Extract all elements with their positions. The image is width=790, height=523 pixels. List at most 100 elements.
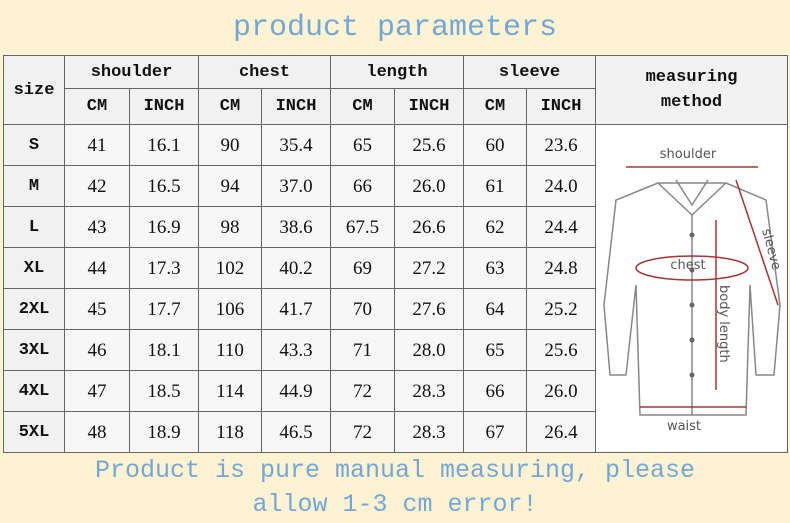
label-chest: chest	[670, 258, 705, 273]
value-cell: 27.6	[394, 288, 464, 330]
value-cell: 41	[64, 124, 130, 166]
value-cell: 16.5	[129, 165, 199, 207]
size-cell: 3XL	[3, 329, 65, 371]
value-cell: 16.1	[129, 124, 199, 166]
header-unit: CM	[198, 88, 262, 125]
header-method-line: measuring	[645, 68, 738, 87]
value-cell: 43	[64, 206, 130, 248]
header-unit: INCH	[129, 88, 199, 125]
footer-line: Product is pure manual measuring, please	[94, 456, 696, 485]
value-cell: 64	[463, 288, 527, 330]
value-cell: 26.6	[394, 206, 464, 248]
header-unit: INCH	[261, 88, 331, 125]
value-cell: 24.4	[526, 206, 596, 248]
title: product parameters	[232, 10, 558, 45]
shirt	[603, 179, 781, 416]
value-cell: 90	[198, 124, 262, 166]
value-cell: 94	[198, 165, 262, 207]
value-cell: 43.3	[261, 329, 331, 371]
value-cell: 102	[198, 247, 262, 289]
measure-lines	[626, 166, 779, 408]
value-cell: 66	[330, 165, 395, 207]
value-cell: 44.9	[261, 370, 331, 412]
value-cell: 18.1	[129, 329, 199, 371]
value-cell: 61	[463, 165, 527, 207]
header-method: measuring method	[595, 55, 788, 125]
size-cell: L	[3, 206, 65, 248]
value-cell: 118	[198, 411, 262, 453]
value-cell: 28.3	[394, 411, 464, 453]
value-cell: 16.9	[129, 206, 199, 248]
value-cell: 47	[64, 370, 130, 412]
header-group: length	[330, 55, 464, 89]
value-cell: 40.2	[261, 247, 331, 289]
value-cell: 110	[198, 329, 262, 371]
header-method-line: method	[660, 93, 723, 112]
value-cell: 72	[330, 411, 395, 453]
value-cell: 114	[198, 370, 262, 412]
value-cell: 65	[463, 329, 527, 371]
value-cell: 69	[330, 247, 395, 289]
size-cell: 2XL	[3, 288, 65, 330]
buttons	[689, 232, 695, 378]
header-unit: CM	[330, 88, 395, 125]
value-cell: 26.0	[526, 370, 596, 412]
size-cell: S	[3, 124, 65, 166]
value-cell: 23.6	[526, 124, 596, 166]
size-cell: 4XL	[3, 370, 65, 412]
value-cell: 72	[330, 370, 395, 412]
value-cell: 44	[64, 247, 130, 289]
value-cell: 48	[64, 411, 130, 453]
value-cell: 67	[463, 411, 527, 453]
header-group: sleeve	[463, 55, 596, 89]
value-cell: 98	[198, 206, 262, 248]
value-cell: 17.7	[129, 288, 199, 330]
value-cell: 24.8	[526, 247, 596, 289]
value-cell: 66	[463, 370, 527, 412]
value-cell: 26.4	[526, 411, 596, 453]
value-cell: 46	[64, 329, 130, 371]
size-cell: 5XL	[3, 411, 65, 453]
value-cell: 106	[198, 288, 262, 330]
value-cell: 25.2	[526, 288, 596, 330]
value-cell: 37.0	[261, 165, 331, 207]
value-cell: 45	[64, 288, 130, 330]
size-cell: XL	[3, 247, 65, 289]
value-cell: 60	[463, 124, 527, 166]
value-cell: 46.5	[261, 411, 331, 453]
value-cell: 63	[463, 247, 527, 289]
value-cell: 41.7	[261, 288, 331, 330]
value-cell: 27.2	[394, 247, 464, 289]
value-cell: 38.6	[261, 206, 331, 248]
header-unit: INCH	[394, 88, 464, 125]
header-unit: CM	[463, 88, 527, 125]
value-cell: 28.0	[394, 329, 464, 371]
footer-line: allow 1-3 cm error!	[252, 490, 538, 519]
label-body-length: body length	[716, 285, 731, 363]
header-size: size	[3, 55, 65, 125]
value-cell: 18.9	[129, 411, 199, 453]
header-group: chest	[198, 55, 331, 89]
value-cell: 65	[330, 124, 395, 166]
size-cell: M	[3, 165, 65, 207]
value-cell: 67.5	[330, 206, 395, 248]
header-unit: CM	[64, 88, 130, 125]
value-cell: 18.5	[129, 370, 199, 412]
value-cell: 24.0	[526, 165, 596, 207]
value-cell: 35.4	[261, 124, 331, 166]
label-shoulder: shoulder	[660, 147, 717, 162]
value-cell: 26.0	[394, 165, 464, 207]
value-cell: 42	[64, 165, 130, 207]
header-unit: INCH	[526, 88, 596, 125]
value-cell: 17.3	[129, 247, 199, 289]
diagram-bg	[596, 125, 786, 451]
value-cell: 25.6	[394, 124, 464, 166]
value-cell: 28.3	[394, 370, 464, 412]
header-group: shoulder	[64, 55, 199, 89]
value-cell: 62	[463, 206, 527, 248]
label-waist: waist	[667, 419, 701, 434]
value-cell: 71	[330, 329, 395, 371]
value-cell: 70	[330, 288, 395, 330]
measuring-diagram: shoulder chest sleeve body length waist	[596, 125, 786, 451]
